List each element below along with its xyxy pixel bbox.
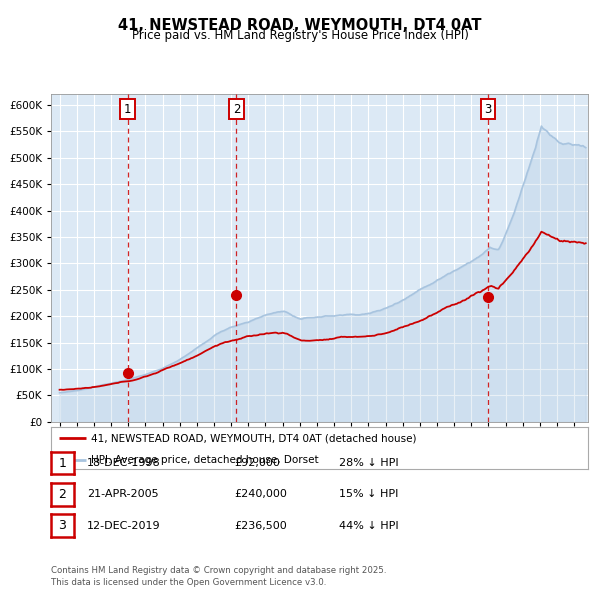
Text: 18-DEC-1998: 18-DEC-1998 <box>87 458 161 468</box>
Text: Contains HM Land Registry data © Crown copyright and database right 2025.
This d: Contains HM Land Registry data © Crown c… <box>51 566 386 587</box>
Text: 12-DEC-2019: 12-DEC-2019 <box>87 521 161 530</box>
Text: 41, NEWSTEAD ROAD, WEYMOUTH, DT4 0AT (detached house): 41, NEWSTEAD ROAD, WEYMOUTH, DT4 0AT (de… <box>91 433 417 443</box>
Text: £92,000: £92,000 <box>234 458 280 468</box>
Text: Price paid vs. HM Land Registry's House Price Index (HPI): Price paid vs. HM Land Registry's House … <box>131 30 469 42</box>
Text: 1: 1 <box>124 103 131 116</box>
Text: 2: 2 <box>58 488 67 501</box>
Text: 2: 2 <box>233 103 240 116</box>
Text: HPI: Average price, detached house, Dorset: HPI: Average price, detached house, Dors… <box>91 455 319 465</box>
Text: 1: 1 <box>58 457 67 470</box>
Text: 21-APR-2005: 21-APR-2005 <box>87 490 158 499</box>
Text: 28% ↓ HPI: 28% ↓ HPI <box>339 458 398 468</box>
Text: £236,500: £236,500 <box>234 521 287 530</box>
Text: 15% ↓ HPI: 15% ↓ HPI <box>339 490 398 499</box>
Text: £240,000: £240,000 <box>234 490 287 499</box>
Text: 41, NEWSTEAD ROAD, WEYMOUTH, DT4 0AT: 41, NEWSTEAD ROAD, WEYMOUTH, DT4 0AT <box>118 18 482 32</box>
Text: 3: 3 <box>58 519 67 532</box>
Text: 3: 3 <box>484 103 491 116</box>
Text: 44% ↓ HPI: 44% ↓ HPI <box>339 521 398 530</box>
